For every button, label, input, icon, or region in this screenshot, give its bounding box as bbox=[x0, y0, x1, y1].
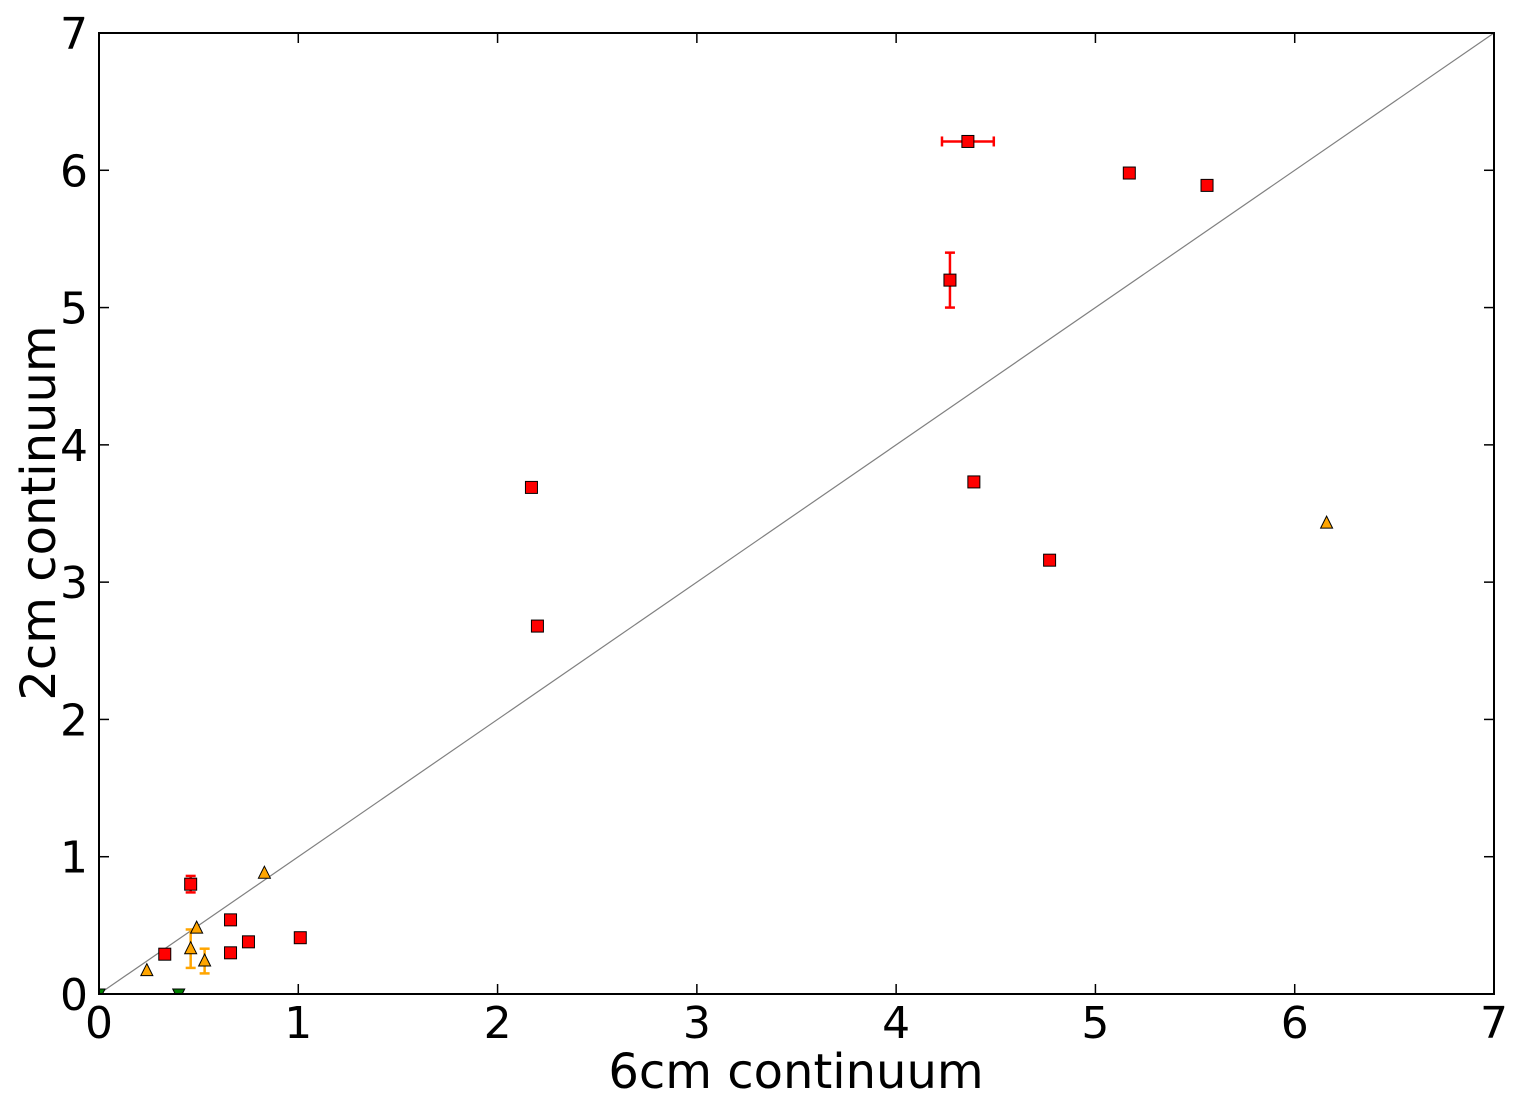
data-point bbox=[943, 251, 957, 309]
data-point bbox=[530, 619, 544, 633]
triangle-down-marker bbox=[99, 988, 106, 994]
triangle-up-marker bbox=[1319, 514, 1334, 529]
tick-marks-layer bbox=[98, 32, 1495, 995]
triangle-up-marker bbox=[257, 865, 272, 879]
plot-frame bbox=[98, 32, 1495, 995]
x-tick-label: 3 bbox=[683, 998, 711, 1049]
reference-line bbox=[98, 32, 1495, 995]
y-tick-label: 4 bbox=[60, 421, 88, 472]
square-marker bbox=[1122, 166, 1136, 180]
data-point bbox=[224, 913, 238, 927]
square-marker bbox=[224, 946, 238, 960]
square-marker bbox=[293, 931, 307, 945]
y-tick-label: 7 bbox=[60, 9, 88, 60]
square-marker bbox=[184, 877, 198, 891]
data-point bbox=[158, 947, 172, 961]
y-tick-label: 1 bbox=[60, 833, 88, 884]
x-tick-label: 7 bbox=[1480, 998, 1508, 1049]
data-point bbox=[183, 928, 198, 970]
y-tick-label: 6 bbox=[60, 146, 88, 197]
square-marker bbox=[224, 913, 238, 927]
triangle-down-marker bbox=[171, 988, 186, 994]
square-marker bbox=[524, 480, 538, 494]
reference-line-layer bbox=[98, 32, 1495, 995]
data-point bbox=[293, 931, 307, 945]
square-marker bbox=[530, 619, 544, 633]
data-point bbox=[257, 865, 272, 879]
triangle-up-marker bbox=[140, 962, 154, 977]
square-marker bbox=[1043, 553, 1057, 567]
x-axis-label: 6cm continuum bbox=[608, 1044, 983, 1100]
data-point bbox=[940, 134, 996, 148]
data-point bbox=[189, 919, 204, 934]
y-tick-label: 3 bbox=[60, 558, 88, 609]
x-tick-label: 6 bbox=[1281, 998, 1309, 1049]
square-marker bbox=[1200, 178, 1214, 192]
data-point bbox=[224, 946, 238, 960]
square-marker bbox=[943, 273, 957, 287]
square-marker bbox=[967, 475, 981, 489]
data-point bbox=[184, 874, 198, 894]
data-point bbox=[1122, 166, 1136, 180]
x-tick-label: 1 bbox=[284, 998, 312, 1049]
square-marker bbox=[241, 935, 255, 949]
square-marker bbox=[961, 134, 975, 148]
y-tick-label: 2 bbox=[60, 695, 88, 746]
data-point bbox=[967, 475, 981, 489]
clipped-marks bbox=[99, 134, 1334, 994]
y-tick-label: 5 bbox=[60, 284, 88, 335]
x-tick-label: 2 bbox=[484, 998, 512, 1049]
y-tick-label: 0 bbox=[60, 970, 88, 1021]
x-tick-label: 5 bbox=[1081, 998, 1109, 1049]
square-marker bbox=[158, 947, 172, 961]
tick-labels-layer: 0 1 2 3 4 5 6 7 0 1 2 3 4 5 6 7 bbox=[60, 9, 1508, 1049]
x-tick-label: 4 bbox=[882, 998, 910, 1049]
triangle-up-marker bbox=[183, 940, 198, 955]
x-tick-label: 0 bbox=[85, 998, 113, 1049]
data-point bbox=[241, 935, 255, 949]
data-point bbox=[99, 988, 106, 994]
y-axis-label: 2cm continuum bbox=[11, 325, 67, 700]
data-point bbox=[1043, 553, 1057, 567]
data-point bbox=[171, 988, 186, 994]
triangle-up-marker bbox=[189, 919, 204, 934]
data-point bbox=[140, 962, 154, 977]
data-point bbox=[1200, 178, 1214, 192]
data-point bbox=[524, 480, 538, 494]
data-point bbox=[1319, 514, 1334, 529]
triangle-up-marker bbox=[197, 952, 212, 967]
data-point bbox=[197, 947, 212, 975]
data-marks-layer bbox=[99, 134, 1334, 994]
